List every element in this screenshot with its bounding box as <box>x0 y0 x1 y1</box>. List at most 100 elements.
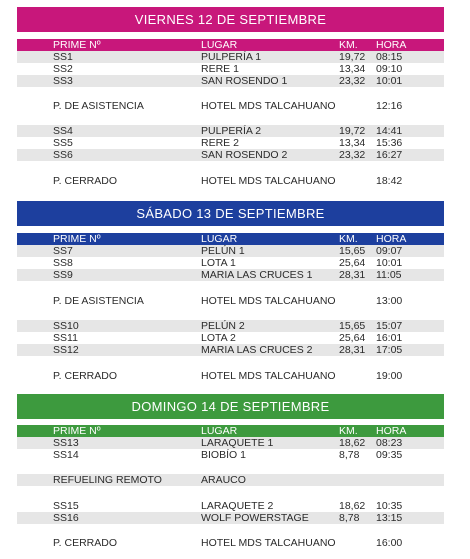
cell-prime: SS3 <box>53 75 73 87</box>
cell-km: 13,34 <box>339 63 366 75</box>
cell-km: 28,31 <box>339 269 366 281</box>
cell-hora: 14:41 <box>376 125 403 137</box>
cell-km: 19,72 <box>339 125 366 137</box>
cell-prime: SS2 <box>53 63 73 75</box>
cell-hora: 09:10 <box>376 63 403 75</box>
cell-prime: SS16 <box>53 512 79 524</box>
header-lugar: LUGAR <box>201 425 238 437</box>
header-prime: PRIME Nº <box>53 233 101 245</box>
cell-prime: SS13 <box>53 437 79 449</box>
cell-hora: 09:35 <box>376 449 403 461</box>
cell-prime: SS15 <box>53 500 79 512</box>
cell-prime: SS7 <box>53 245 73 257</box>
cell-hora: 08:23 <box>376 437 403 449</box>
cell-prime: P. DE ASISTENCIA <box>53 100 144 112</box>
header-hora: HORA <box>376 39 407 51</box>
table-row-parc-ferme: P. CERRADO HOTEL MDS TALCAHUANO 18:42 <box>17 175 444 187</box>
cell-hora: 16:00 <box>376 537 403 549</box>
table-row: SS11 LOTA 2 25,64 16:01 <box>17 332 444 344</box>
table-row: SS10 PELÚN 2 15,65 15:07 <box>17 320 444 332</box>
cell-lugar: HOTEL MDS TALCAHUANO <box>201 295 336 307</box>
cell-lugar: MARIA LAS CRUCES 2 <box>201 344 313 356</box>
cell-hora: 12:16 <box>376 100 403 112</box>
table-row: SS14 BIOBÍO 1 8,78 09:35 <box>17 449 444 461</box>
cell-lugar: ARAUCO <box>201 474 246 486</box>
cell-prime: SS4 <box>53 125 73 137</box>
cell-lugar: LARAQUETE 1 <box>201 437 274 449</box>
cell-prime: SS14 <box>53 449 79 461</box>
cell-prime: SS8 <box>53 257 73 269</box>
header-hora: HORA <box>376 233 407 245</box>
cell-lugar: MARIA LAS CRUCES 1 <box>201 269 313 281</box>
cell-km: 15,65 <box>339 245 366 257</box>
cell-hora: 09:07 <box>376 245 403 257</box>
header-prime: PRIME Nº <box>53 39 101 51</box>
table-row: SS8 LOTA 1 25,64 10:01 <box>17 257 444 269</box>
cell-hora: 19:00 <box>376 370 403 382</box>
cell-lugar: RERE 1 <box>201 63 239 75</box>
cell-hora: 16:27 <box>376 149 403 161</box>
header-km: KM. <box>339 39 358 51</box>
cell-lugar: LOTA 2 <box>201 332 236 344</box>
cell-hora: 16:01 <box>376 332 403 344</box>
cell-hora: 15:36 <box>376 137 403 149</box>
cell-hora: 15:07 <box>376 320 403 332</box>
cell-km: 18,62 <box>339 500 366 512</box>
cell-km: 23,32 <box>339 75 366 87</box>
day-banner-sunday: DOMINGO 14 DE SEPTIEMBRE <box>17 394 444 419</box>
cell-lugar: PULPERÍA 2 <box>201 125 262 137</box>
cell-hora: 10:35 <box>376 500 403 512</box>
cell-prime: P. CERRADO <box>53 537 117 549</box>
cell-lugar: HOTEL MDS TALCAHUANO <box>201 100 336 112</box>
cell-km: 13,34 <box>339 137 366 149</box>
header-km: KM. <box>339 233 358 245</box>
table-row-refueling: REFUELING REMOTO ARAUCO <box>17 474 444 486</box>
table-row: SS12 MARIA LAS CRUCES 2 28,31 17:05 <box>17 344 444 356</box>
cell-lugar: HOTEL MDS TALCAHUANO <box>201 175 336 187</box>
cell-lugar: LARAQUETE 2 <box>201 500 274 512</box>
header-km: KM. <box>339 425 358 437</box>
cell-hora: 18:42 <box>376 175 403 187</box>
cell-hora: 13:15 <box>376 512 403 524</box>
table-row-parc-ferme: P. CERRADO HOTEL MDS TALCAHUANO 19:00 <box>17 370 444 382</box>
header-prime: PRIME Nº <box>53 425 101 437</box>
cell-lugar: LOTA 1 <box>201 257 236 269</box>
cell-lugar: SAN ROSENDO 1 <box>201 75 288 87</box>
cell-prime: P. CERRADO <box>53 175 117 187</box>
cell-km: 18,62 <box>339 437 366 449</box>
cell-prime: P. CERRADO <box>53 370 117 382</box>
table-row: SS9 MARIA LAS CRUCES 1 28,31 11:05 <box>17 269 444 281</box>
cell-km: 25,64 <box>339 257 366 269</box>
table-row: SS1 PULPERÍA 1 19,72 08:15 <box>17 51 444 63</box>
cell-lugar: HOTEL MDS TALCAHUANO <box>201 370 336 382</box>
cell-lugar: SAN ROSENDO 2 <box>201 149 288 161</box>
cell-km: 19,72 <box>339 51 366 63</box>
cell-km: 23,32 <box>339 149 366 161</box>
table-row: SS2 RERE 1 13,34 09:10 <box>17 63 444 75</box>
table-row: SS6 SAN ROSENDO 2 23,32 16:27 <box>17 149 444 161</box>
cell-prime: SS5 <box>53 137 73 149</box>
cell-prime: SS11 <box>53 332 78 344</box>
cell-hora: 08:15 <box>376 51 403 63</box>
cell-prime: REFUELING REMOTO <box>53 474 162 486</box>
cell-km: 8,78 <box>339 512 360 524</box>
cell-km: 8,78 <box>339 449 360 461</box>
cell-km: 15,65 <box>339 320 366 332</box>
table-row: SS7 PELÚN 1 15,65 09:07 <box>17 245 444 257</box>
day-banner-saturday: SÁBADO 13 DE SEPTIEMBRE <box>17 201 444 226</box>
table-row: SS3 SAN ROSENDO 1 23,32 10:01 <box>17 75 444 87</box>
cell-hora: 17:05 <box>376 344 403 356</box>
cell-hora: 10:01 <box>376 257 403 269</box>
header-hora: HORA <box>376 425 407 437</box>
day-banner-friday: VIERNES 12 DE SEPTIEMBRE <box>17 7 444 32</box>
cell-lugar: HOTEL MDS TALCAHUANO <box>201 537 336 549</box>
cell-prime: P. DE ASISTENCIA <box>53 295 144 307</box>
cell-prime: SS6 <box>53 149 73 161</box>
table-row: SS4 PULPERÍA 2 19,72 14:41 <box>17 125 444 137</box>
table-row: SS16 WOLF POWERSTAGE 8,78 13:15 <box>17 512 444 524</box>
cell-km: 25,64 <box>339 332 366 344</box>
cell-hora: 13:00 <box>376 295 403 307</box>
cell-prime: SS9 <box>53 269 73 281</box>
table-row-service-park: P. DE ASISTENCIA HOTEL MDS TALCAHUANO 12… <box>17 100 444 112</box>
table-row-parc-ferme: P. CERRADO HOTEL MDS TALCAHUANO 16:00 <box>17 537 444 549</box>
